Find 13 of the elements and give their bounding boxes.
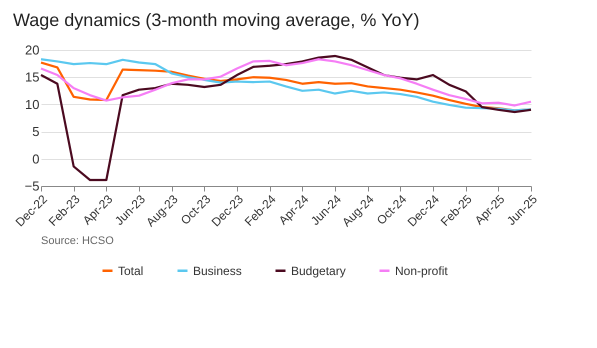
y-tick-label: 0 (32, 151, 40, 166)
line-series (40, 54, 532, 182)
legend-label: Budgetary (291, 264, 346, 278)
source-note: Source: HCSO (41, 235, 114, 247)
y-tick-label: 10 (25, 96, 40, 112)
legend-label: Non-profit (395, 264, 448, 278)
y-tick-label: −5 (24, 178, 40, 194)
y-tick-label: 20 (25, 42, 40, 58)
legend-label: Business (193, 264, 242, 278)
y-tick-label: 15 (25, 70, 40, 85)
chart-title: Wage dynamics (3-month moving average, % YoY) (12, 10, 420, 30)
legend-label: Total (118, 264, 144, 278)
y-tick-label: 5 (32, 124, 40, 140)
